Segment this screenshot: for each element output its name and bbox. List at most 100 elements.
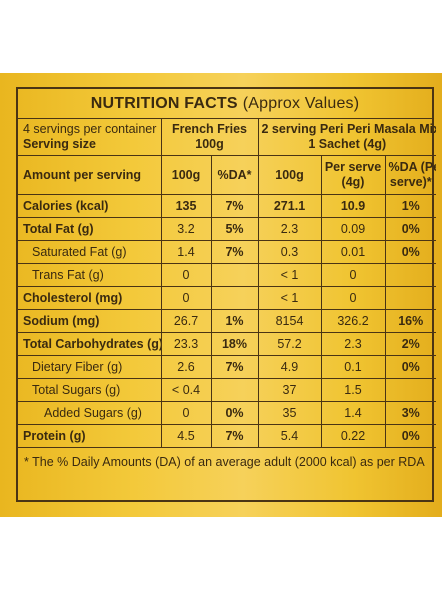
value-fries-da	[210, 263, 259, 287]
serving-size-label: Serving size	[23, 137, 96, 151]
value-mix-da: 16%	[384, 309, 437, 333]
table-row: Total Carbohydrates (g) 23.3 18% 57.2 2.…	[18, 332, 437, 356]
nutrient-name: Dietary Fiber (g)	[18, 355, 162, 379]
value-fries-da: 7%	[210, 355, 259, 379]
nutrient-name: Total Carbohydrates (g)	[18, 332, 162, 356]
value-fries-100g: 3.2	[160, 217, 212, 241]
col-per-serve-mix: Per serve (4g)	[320, 155, 386, 195]
value-mix-da: 2%	[384, 332, 437, 356]
nutrition-table: 4 servings per container Serving size Fr…	[18, 119, 437, 448]
value-mix-100g: 0.3	[257, 240, 322, 264]
value-mix-serve: 0	[320, 263, 386, 287]
value-mix-da: 3%	[384, 401, 437, 425]
label-title: NUTRITION FACTS (Approx Values)	[18, 89, 432, 119]
value-mix-serve: 2.3	[320, 332, 386, 356]
value-mix-da	[384, 263, 437, 287]
value-fries-da: 7%	[210, 424, 259, 448]
nutrient-name: Saturated Fat (g)	[18, 240, 162, 264]
value-fries-da: 18%	[210, 332, 259, 356]
value-fries-da: 5%	[210, 217, 259, 241]
title-subtext: (Approx Values)	[242, 94, 360, 112]
value-mix-100g: 8154	[257, 309, 322, 333]
product1-size: 100g	[195, 137, 224, 151]
value-fries-da: 1%	[210, 309, 259, 333]
product1-name: French Fries	[171, 122, 248, 136]
value-mix-100g: 57.2	[257, 332, 322, 356]
nutrient-name: Added Sugars (g)	[18, 401, 162, 425]
da-per-serve-line1: %DA (Per	[388, 160, 437, 174]
value-mix-da	[384, 378, 437, 402]
value-mix-100g: < 1	[257, 286, 322, 310]
table-row: Calories (kcal) 135 7% 271.1 10.9 1%	[18, 194, 437, 218]
value-fries-100g: 23.3	[160, 332, 212, 356]
value-mix-serve: 0.09	[320, 217, 386, 241]
per-serve-line1: Per serve	[324, 160, 382, 174]
value-mix-da: 0%	[384, 217, 437, 241]
product2-name: 2 serving Peri Peri Masala Mix	[261, 122, 437, 136]
amount-per-serving-header: Amount per serving	[18, 155, 162, 195]
value-fries-100g: 135	[160, 194, 212, 218]
value-mix-100g: 2.3	[257, 217, 322, 241]
value-fries-100g: 0	[160, 401, 212, 425]
servings-per-container: 4 servings per container	[23, 122, 157, 136]
table-row: Cholesterol (mg) 0 < 1 0	[18, 286, 437, 310]
nutrient-name: Calories (kcal)	[18, 194, 162, 218]
servings-cell: 4 servings per container Serving size	[18, 119, 162, 156]
per-serve-line2: (4g)	[341, 175, 365, 189]
table-row: Protein (g) 4.5 7% 5.4 0.22 0%	[18, 424, 437, 448]
table-row: Saturated Fat (g) 1.4 7% 0.3 0.01 0%	[18, 240, 437, 264]
value-fries-100g: 0	[160, 286, 212, 310]
value-fries-100g: 1.4	[160, 240, 212, 264]
value-mix-serve: 1.5	[320, 378, 386, 402]
table-row: Total Fat (g) 3.2 5% 2.3 0.09 0%	[18, 217, 437, 241]
col-da-mix: %DA (Per serve)*	[384, 155, 437, 195]
table-row: Sodium (mg) 26.7 1% 8154 326.2 16%	[18, 309, 437, 333]
product2-size: 1 Sachet (4g)	[308, 137, 387, 151]
value-mix-serve: 1.4	[320, 401, 386, 425]
da-per-serve-line2: serve)*	[389, 175, 432, 189]
serving-header-row: 4 servings per container Serving size Fr…	[18, 119, 437, 156]
table-row: Added Sugars (g) 0 0% 35 1.4 3%	[18, 401, 437, 425]
value-mix-da: 0%	[384, 424, 437, 448]
value-fries-da	[210, 378, 259, 402]
value-mix-serve: 0.1	[320, 355, 386, 379]
product-french-fries: French Fries 100g	[160, 119, 259, 156]
footnote: * The % Daily Amounts (DA) of an average…	[24, 455, 425, 469]
value-fries-100g: 26.7	[160, 309, 212, 333]
product-masala-mix: 2 serving Peri Peri Masala Mix 1 Sachet …	[257, 119, 437, 156]
value-fries-100g: < 0.4	[160, 378, 212, 402]
value-mix-100g: 37	[257, 378, 322, 402]
value-fries-100g: 2.6	[160, 355, 212, 379]
value-mix-da	[384, 286, 437, 310]
nutrient-name: Cholesterol (mg)	[18, 286, 162, 310]
value-mix-100g: 35	[257, 401, 322, 425]
column-header-row: Amount per serving 100g %DA* 100g Per se…	[18, 155, 437, 195]
nutrient-name: Total Sugars (g)	[18, 378, 162, 402]
value-mix-da: 0%	[384, 355, 437, 379]
col-100g-mix: 100g	[257, 155, 322, 195]
value-mix-da: 0%	[384, 240, 437, 264]
nutrient-name: Trans Fat (g)	[18, 263, 162, 287]
value-mix-serve: 0	[320, 286, 386, 310]
nutrition-facts-label: NUTRITION FACTS (Approx Values) 4 servin…	[16, 87, 437, 502]
value-mix-100g: 5.4	[257, 424, 322, 448]
value-mix-serve: 326.2	[320, 309, 386, 333]
title-text: NUTRITION FACTS	[90, 94, 238, 112]
col-da-fries: %DA*	[210, 155, 259, 195]
table-row: Trans Fat (g) 0 < 1 0	[18, 263, 437, 287]
value-mix-100g: 4.9	[257, 355, 322, 379]
nutrient-name: Sodium (mg)	[18, 309, 162, 333]
value-fries-100g: 0	[160, 263, 212, 287]
value-mix-100g: < 1	[257, 263, 322, 287]
value-fries-da: 0%	[210, 401, 259, 425]
nutrient-name: Protein (g)	[18, 424, 162, 448]
value-mix-serve: 10.9	[320, 194, 386, 218]
value-mix-100g: 271.1	[257, 194, 322, 218]
table-row: Dietary Fiber (g) 2.6 7% 4.9 0.1 0%	[18, 355, 437, 379]
value-fries-da: 7%	[210, 194, 259, 218]
value-mix-serve: 0.01	[320, 240, 386, 264]
value-fries-da: 7%	[210, 240, 259, 264]
value-fries-100g: 4.5	[160, 424, 212, 448]
value-mix-da: 1%	[384, 194, 437, 218]
table-row: Total Sugars (g) < 0.4 37 1.5	[18, 378, 437, 402]
